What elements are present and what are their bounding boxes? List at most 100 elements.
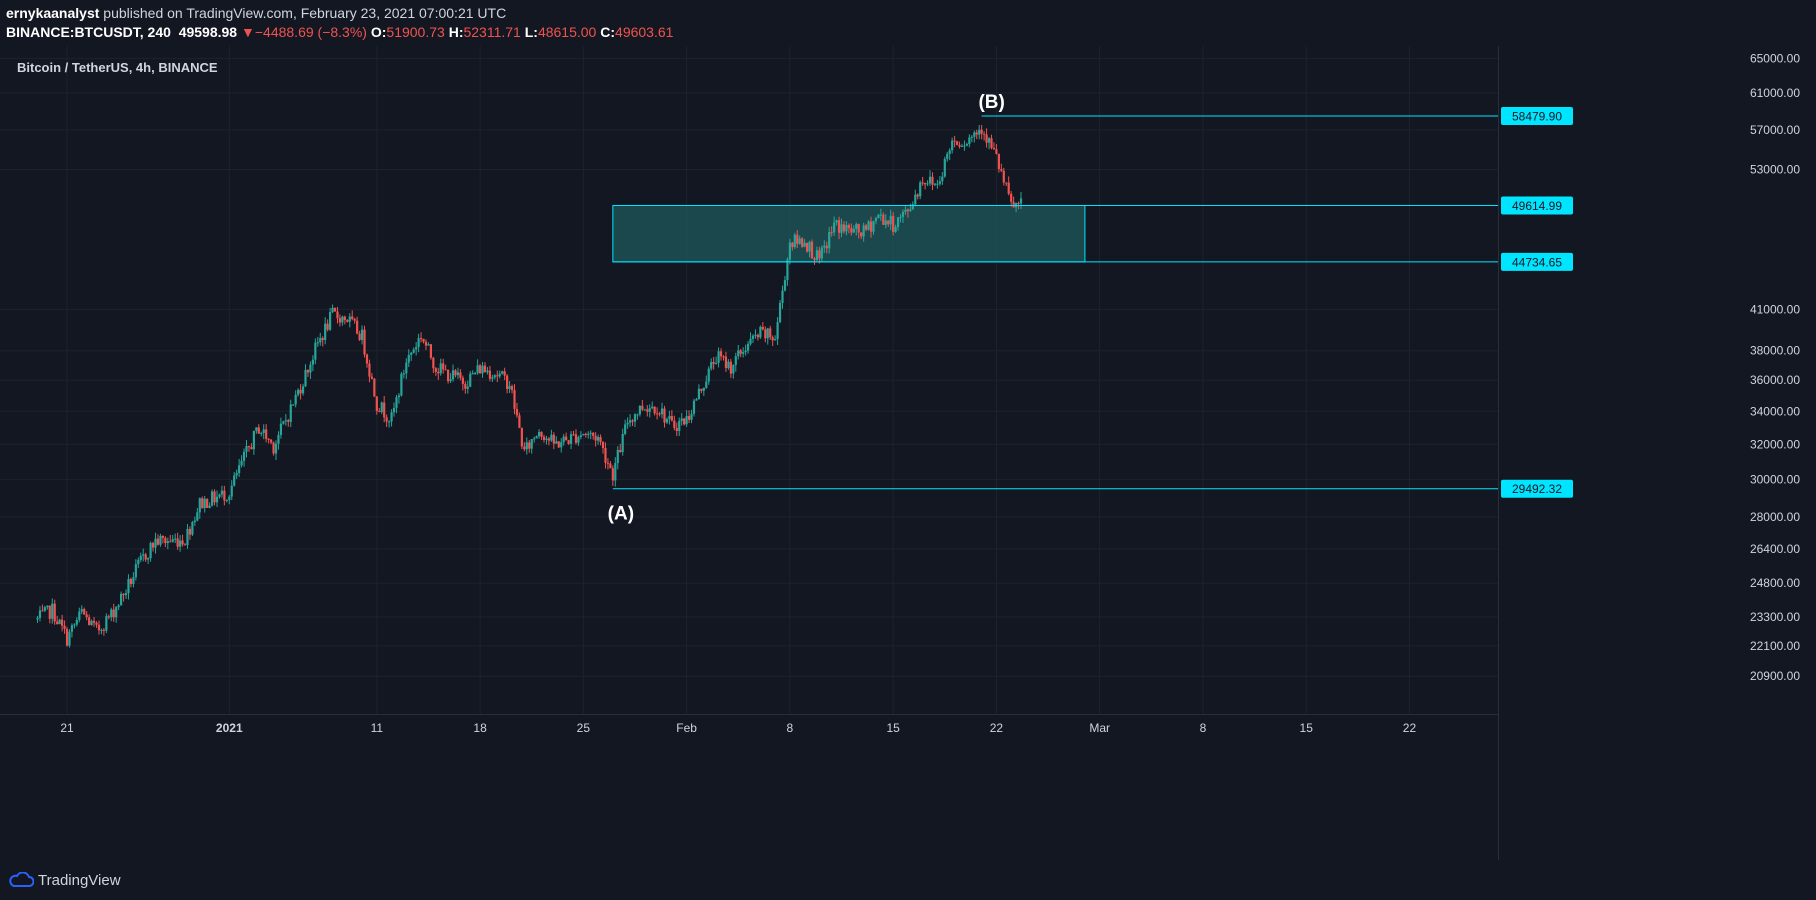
wave-labels: (A) (B)	[608, 92, 1005, 525]
candle-body	[127, 578, 130, 594]
candle-body	[297, 389, 300, 395]
candle-body	[383, 402, 386, 418]
candle-body	[712, 362, 715, 364]
candle-body	[233, 475, 236, 486]
candle-body	[240, 460, 243, 466]
candle-body	[269, 439, 273, 443]
candle-body	[1017, 203, 1020, 205]
candle-body	[710, 362, 713, 369]
candle-body	[252, 430, 255, 450]
candle-body	[589, 432, 592, 434]
candle-body	[951, 140, 954, 151]
candle-body	[46, 605, 49, 608]
candles[interactable]	[36, 124, 1023, 648]
candle-body	[245, 446, 248, 452]
candle-body	[592, 432, 595, 436]
down-arrow-icon: ▼	[241, 24, 255, 40]
candle-body	[88, 617, 91, 625]
candle-body	[724, 356, 728, 369]
candle-body	[324, 323, 327, 340]
candle-body	[186, 528, 189, 545]
time-axis-label: Feb	[676, 721, 697, 735]
candle-body	[203, 498, 206, 509]
candle-body	[306, 369, 310, 373]
candle-body	[407, 354, 410, 363]
candle-body	[537, 431, 541, 437]
candle-body	[380, 402, 383, 412]
candle-body	[179, 540, 182, 547]
candle-body	[447, 369, 450, 382]
supply-zone[interactable]	[612, 204, 1086, 263]
candle-body	[115, 607, 118, 618]
candle-body	[110, 609, 113, 618]
candle-body	[272, 442, 275, 454]
candle-body	[965, 144, 969, 146]
candle-body	[867, 221, 870, 230]
close-value: 49603.61	[615, 24, 674, 40]
candle-body	[191, 522, 194, 535]
candle-body	[122, 593, 125, 596]
candle-body	[370, 376, 373, 379]
candle-body	[134, 564, 137, 578]
horizontal-levels[interactable]	[612, 115, 1498, 490]
candle-body	[400, 373, 403, 396]
time-axis[interactable]: 21 2021 11 18 25 Feb 8 15 22 Mar 8 15 22	[0, 714, 1498, 860]
candle-body	[142, 554, 145, 556]
candle-body	[692, 400, 696, 414]
candle-body	[941, 176, 944, 182]
candle-body	[786, 259, 789, 281]
tradingview-logo[interactable]: TradingView	[8, 870, 121, 890]
candle-body	[985, 134, 988, 143]
candle-body	[865, 225, 868, 230]
candle-body	[943, 159, 946, 177]
price-axis-label: 61000.00	[1750, 86, 1800, 100]
candle-body	[892, 215, 895, 232]
candle-body	[171, 539, 174, 542]
candle-body	[729, 361, 732, 374]
candle-body	[255, 427, 258, 431]
candle-body	[533, 438, 536, 440]
candle-body	[415, 347, 418, 350]
candle-body	[847, 225, 850, 228]
candle-body	[515, 408, 519, 416]
candle-body	[579, 435, 582, 438]
candle-body	[690, 413, 693, 420]
last-price: 49598.98	[178, 24, 238, 40]
price-tag-label: 44734.65	[1512, 255, 1562, 269]
candle-body	[432, 357, 435, 369]
candle-body	[722, 356, 725, 358]
candle-body	[210, 491, 214, 506]
candle-body	[419, 338, 423, 340]
candle-body	[776, 322, 779, 340]
grid	[0, 46, 1498, 714]
candle-body	[646, 409, 649, 412]
candle-body	[520, 427, 523, 447]
publisher-name[interactable]: ernykaanalyst	[6, 5, 100, 21]
price-axis-label: 30000.00	[1750, 472, 1800, 486]
candle-body	[616, 449, 619, 464]
candle-body	[874, 218, 878, 222]
candle-body	[238, 465, 241, 473]
price-change: −4488.69 (−8.3%)	[254, 24, 367, 40]
candle-body	[105, 616, 108, 631]
candle-body	[764, 329, 767, 339]
candle-body	[417, 338, 420, 348]
price-axis-label: 36000.00	[1750, 373, 1800, 387]
candle-body	[569, 434, 573, 444]
price-tags: 58479.90 49614.99 44734.65 29492.32	[1501, 106, 1573, 498]
candle-body	[562, 436, 565, 443]
candle-body	[242, 451, 246, 461]
price-axis[interactable]: 65000.00 61000.00 57000.00 53000.00 41000.00…	[1498, 46, 1816, 860]
candle-body	[174, 538, 177, 540]
price-chart[interactable]: Bitcoin / TetherUS, 4h, BINANCE (A) (B) …	[0, 46, 1816, 860]
price-axis-label: 41000.00	[1750, 302, 1800, 316]
candle-body	[850, 227, 853, 233]
candle-body	[801, 238, 804, 247]
price-axis-label: 24800.00	[1750, 576, 1800, 590]
candle-body	[813, 258, 816, 261]
symbol-label[interactable]: BINANCE:BTCUSDT, 240	[6, 24, 171, 40]
candle-body	[759, 326, 762, 338]
candle-body	[493, 375, 496, 378]
candle-body	[997, 153, 1000, 169]
candle-body	[796, 234, 799, 244]
